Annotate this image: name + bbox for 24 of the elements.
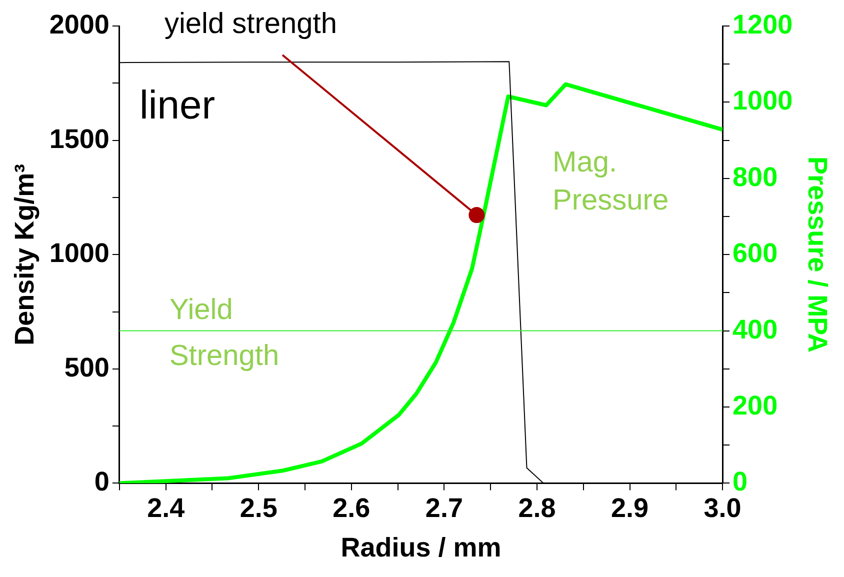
y2-tick-label: 400 [732,314,778,344]
y-tick-label: 1000 [49,238,110,268]
y2-tick-label: 1200 [732,9,793,40]
y2-axis-title: Pressure / MPA [802,156,832,353]
y-tick-label: 1500 [49,124,110,154]
y2-tick-label: 200 [732,390,778,420]
series-label: liner [139,84,216,128]
y-tick-label: 2000 [49,9,110,40]
ref-line-label: Yield Strength [169,294,280,372]
y-tick-label: 500 [64,352,110,382]
x-tick-label: 2.6 [332,492,370,523]
y-tick-label: 0 [94,466,110,497]
series-label: Mag. Pressure [552,146,669,217]
y2-tick-label: 600 [732,238,778,268]
annotation: yield strength [164,8,337,40]
x-tick-label: 2.5 [240,492,278,523]
y2-tick-label: 800 [732,162,778,192]
x-tick-label: 2.7 [425,492,463,523]
y2-tick-label: 1000 [732,86,793,116]
x-tick-label: 2.9 [610,492,649,523]
x-axis-title: Radius / mm [340,532,502,562]
y-axis-title: Density Kg/m³ [10,164,40,346]
x-tick-label: 2.8 [518,492,556,523]
x-tick-label: 2.4 [147,492,185,523]
